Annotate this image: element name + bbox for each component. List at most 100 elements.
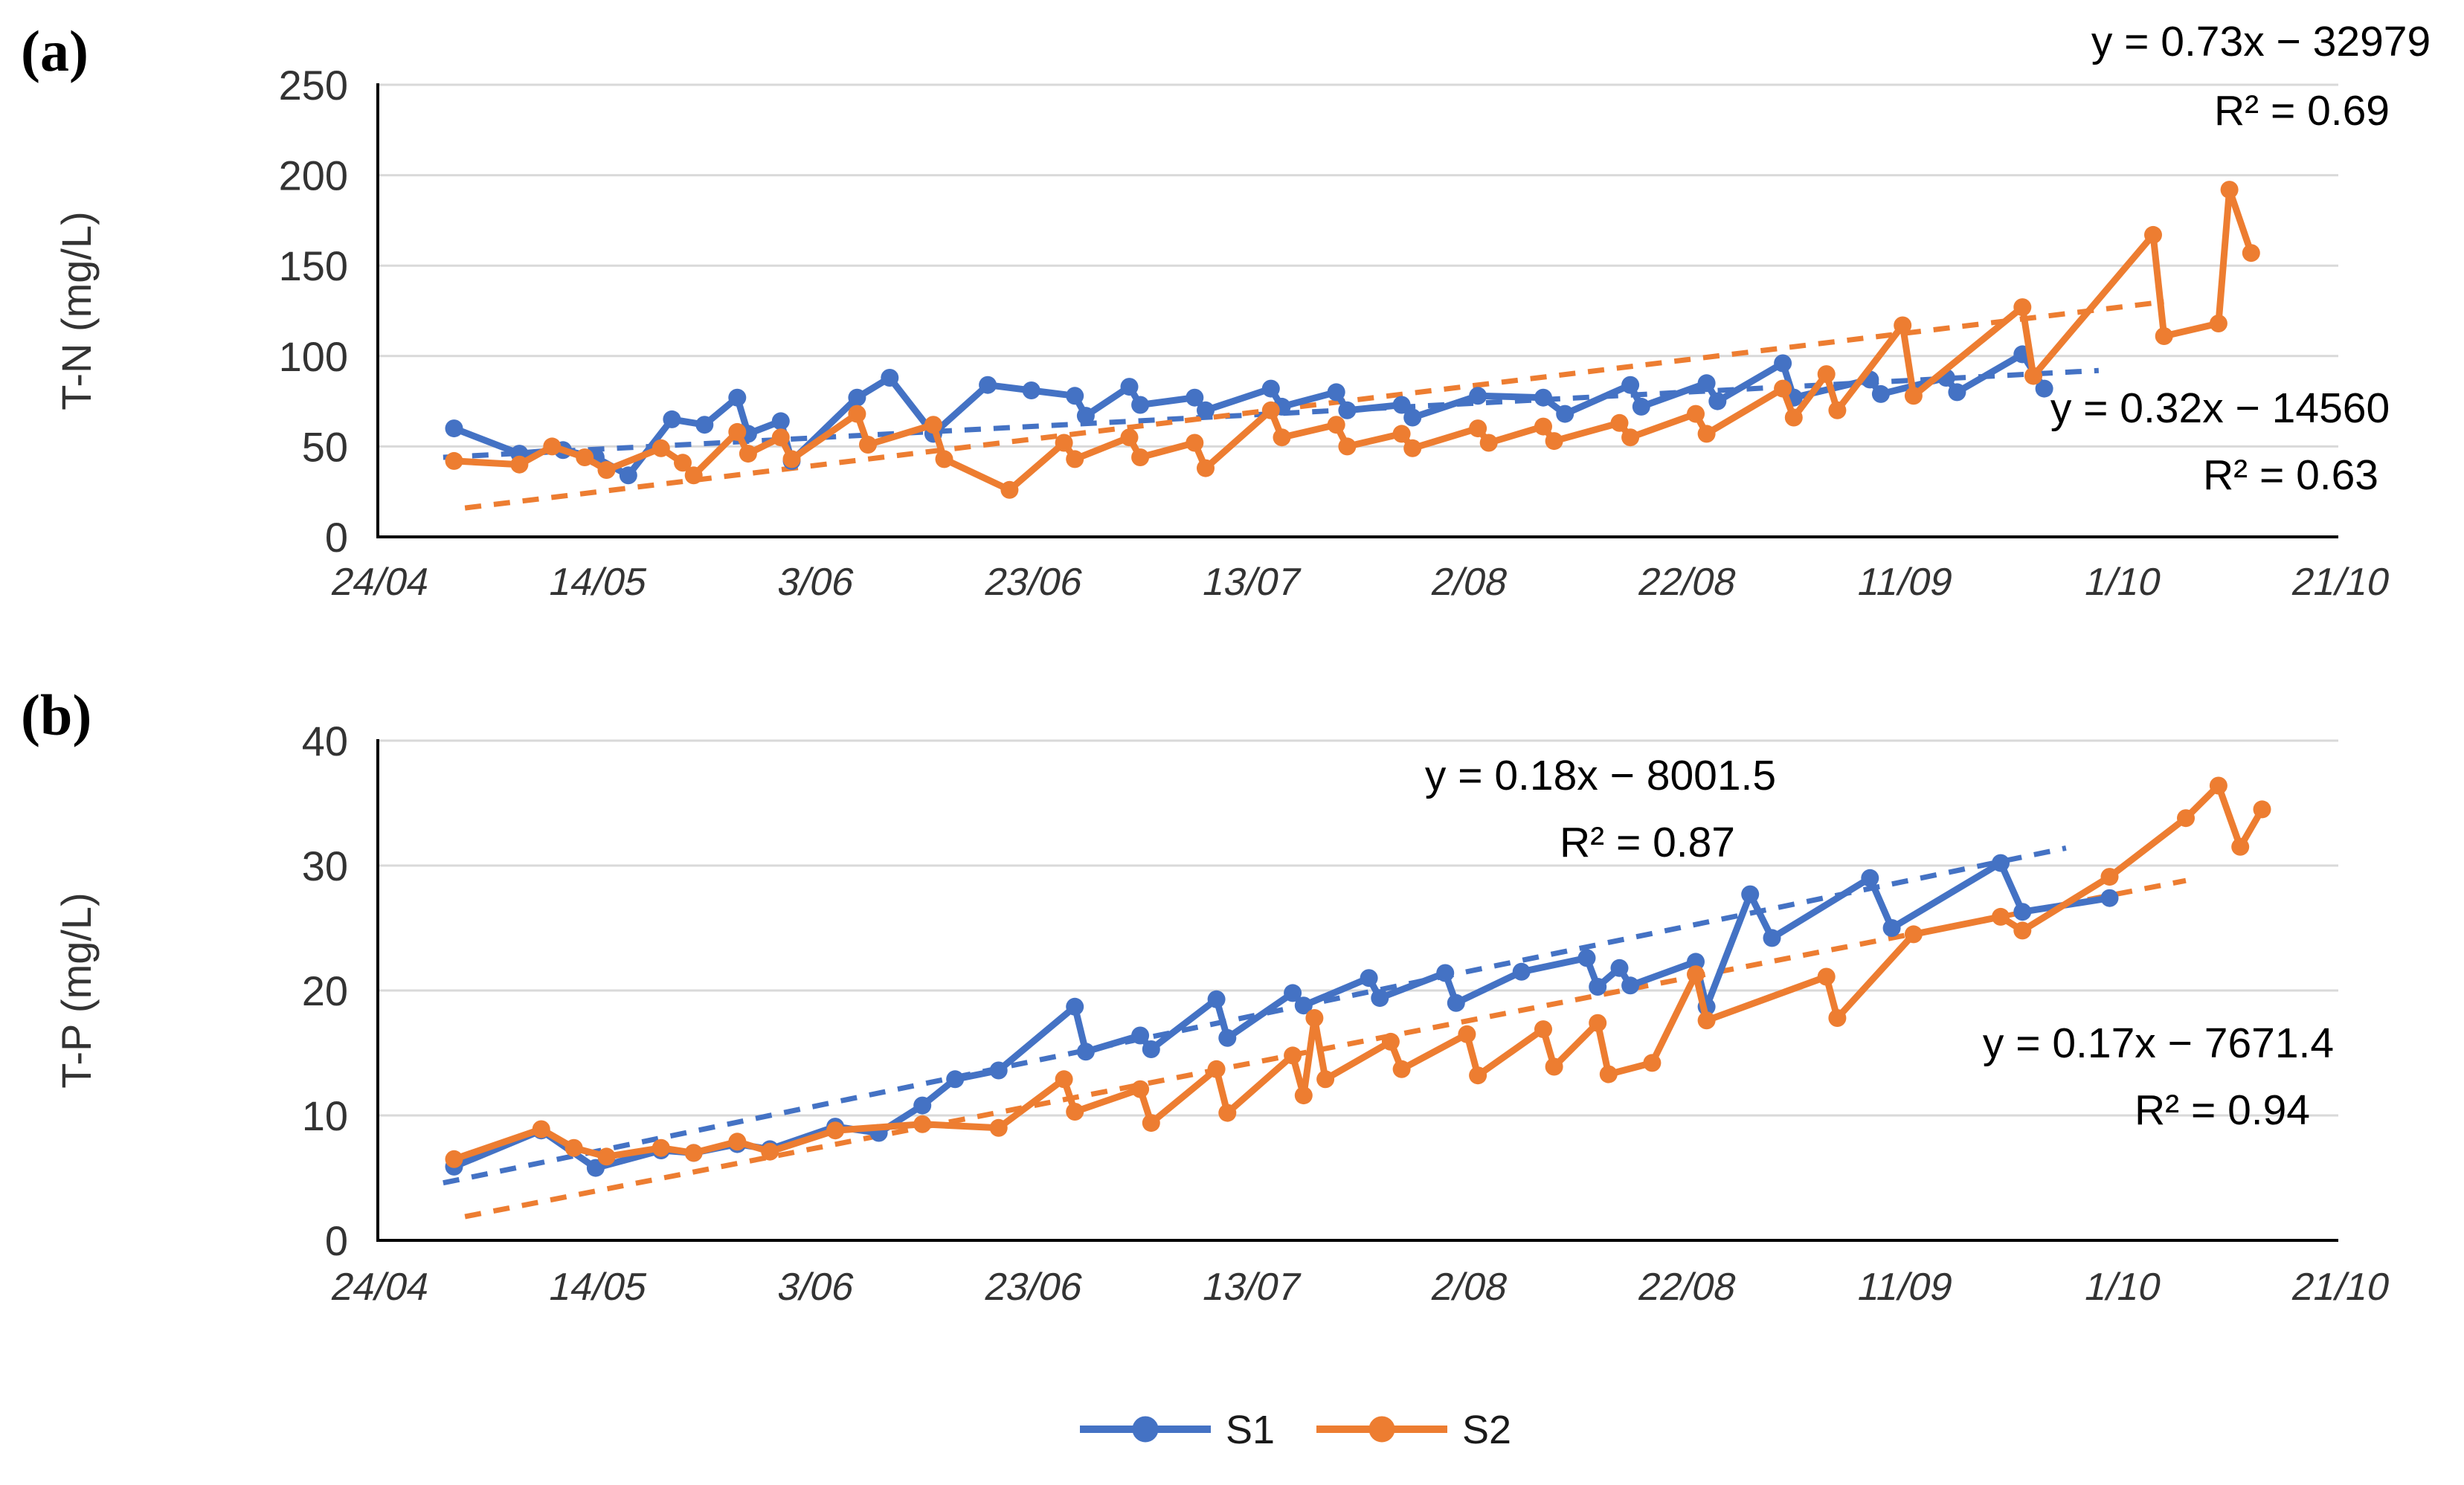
series-S2-point (782, 450, 801, 468)
panel-a-s1-equation: y = 0.32x − 14560 (2050, 384, 2390, 432)
series-S1-point (619, 466, 637, 485)
series-S1-point (1861, 869, 1879, 887)
series-S1-point (1577, 949, 1596, 967)
series-S2-point (1589, 1014, 1607, 1032)
series-S1-point (913, 1096, 932, 1115)
series-S1-point (1687, 953, 1705, 971)
series-S2-point (1392, 425, 1411, 443)
series-S1-point (1392, 396, 1411, 414)
series-S1-point (1556, 405, 1574, 423)
series-S2-point (1828, 1009, 1847, 1027)
legend-item-s1: S1 (1080, 1408, 1275, 1452)
series-S2-point (739, 445, 757, 463)
series-S1-point (1774, 354, 1792, 373)
series-S1-point (1589, 978, 1607, 996)
series-S2-point (1327, 416, 1345, 434)
series-S2-point (1392, 1060, 1411, 1078)
series-S1-point (445, 419, 463, 438)
series-S2-point (2177, 809, 2195, 828)
series-S1-point (1610, 959, 1629, 977)
x-tick-label: 24/04 (327, 1266, 434, 1309)
series-S2-point (674, 454, 692, 472)
y-tick-label: 200 (279, 152, 348, 199)
series-S2-point (2242, 244, 2260, 262)
series-S2-point (532, 1120, 550, 1138)
series-S1-point (1294, 996, 1313, 1015)
series-S1-point (1763, 929, 1781, 947)
series-S2-point (1294, 1086, 1313, 1105)
series-S1-point (1207, 990, 1226, 1008)
series-S2-point (2220, 181, 2239, 199)
series-S1-point (695, 416, 714, 434)
y-tick-label: 100 (279, 333, 348, 380)
series-S2-point (445, 451, 463, 470)
series-S2-point (859, 436, 877, 454)
series-S2-point (1305, 1009, 1324, 1027)
series-S2-point (2013, 921, 2032, 940)
y-tick-label: 40 (302, 718, 348, 764)
series-S2-point (913, 1115, 932, 1133)
x-tick-label: 13/07 (1199, 1266, 1305, 1309)
series-S2-point (1316, 1070, 1335, 1089)
panel-a-s2-r2: R² = 0.69 (2214, 87, 2390, 135)
series-S2-point (1218, 1104, 1237, 1122)
series-S2-point (1817, 365, 1836, 384)
series-S1-point (989, 1061, 1008, 1080)
series-S2-point (1479, 434, 1498, 452)
series-S2-point (652, 1138, 670, 1157)
x-tick-label: 21/10 (2288, 1266, 2394, 1309)
series-S1-point (1632, 397, 1650, 416)
series-S2-point (1120, 428, 1139, 447)
trendline-S2 (464, 877, 2187, 1220)
series-S1-point (771, 412, 790, 431)
series-S1-point (1218, 1028, 1237, 1047)
series-S1-point (1447, 993, 1465, 1012)
series-S2-point (445, 1150, 463, 1168)
series-S2-point (826, 1121, 845, 1140)
series-S2-point (1697, 425, 1716, 443)
y-tick-label: 30 (302, 843, 348, 889)
x-tick-label: 24/04 (327, 561, 434, 604)
series-S2-point (1545, 1057, 1563, 1076)
panel-b-s1-r2: R² = 0.87 (1560, 819, 1735, 866)
x-tick-label: 11/09 (1854, 1266, 1958, 1309)
series-S2-point (924, 416, 942, 434)
series-S2-point (1992, 907, 2010, 926)
series-S2-point (1142, 1114, 1160, 1133)
series-S2-point (989, 1118, 1008, 1137)
panel-a-y-axis-title: T-N (mg/L) (53, 211, 100, 410)
series-S2-point (1534, 1020, 1552, 1039)
series-S2-point (1545, 432, 1563, 451)
series-S2-point (1610, 413, 1629, 432)
panel-b-s2-equation: y = 0.17x − 7671.4 (1983, 1019, 2334, 1067)
series-S2-point (2024, 367, 2042, 385)
series-S1-point (1131, 396, 1150, 414)
series-S1-point (1697, 374, 1716, 393)
series-S2-point (1403, 439, 1422, 457)
y-tick-label: 50 (302, 423, 348, 470)
series-S1-point (2013, 903, 2032, 921)
series-S2-point (1817, 967, 1836, 986)
x-tick-label: 23/06 (981, 1266, 1087, 1309)
x-tick-label: 3/06 (774, 561, 859, 604)
x-tick-label: 3/06 (774, 1266, 859, 1309)
series-S1-point (979, 376, 997, 394)
legend-s1-marker-icon (1132, 1416, 1159, 1443)
series-S2-point (2209, 315, 2227, 332)
series-S1-point (848, 388, 866, 407)
series-S2-point (1284, 1046, 1302, 1065)
series-S1-point (1534, 388, 1552, 407)
series-S1-point (1436, 964, 1455, 982)
series-S1-point (1076, 1043, 1095, 1061)
trendline-S2 (464, 299, 2165, 511)
series-S1-point (1066, 997, 1084, 1016)
series-S2-point (2013, 298, 2032, 317)
panel-a-plot: 0 50 100 150 200 250 24/04 14/05 3/06 23/06 13/07 2… (279, 62, 2394, 604)
x-tick-label: 1/10 (2081, 1266, 2166, 1309)
panel-b-s1-equation: y = 0.18x − 8001.5 (1425, 752, 1776, 799)
series-S2-point (1904, 387, 1923, 405)
series-S2-point (1687, 965, 1705, 984)
series-S2-point (1828, 401, 1847, 419)
series-S1-point (1284, 984, 1302, 1002)
